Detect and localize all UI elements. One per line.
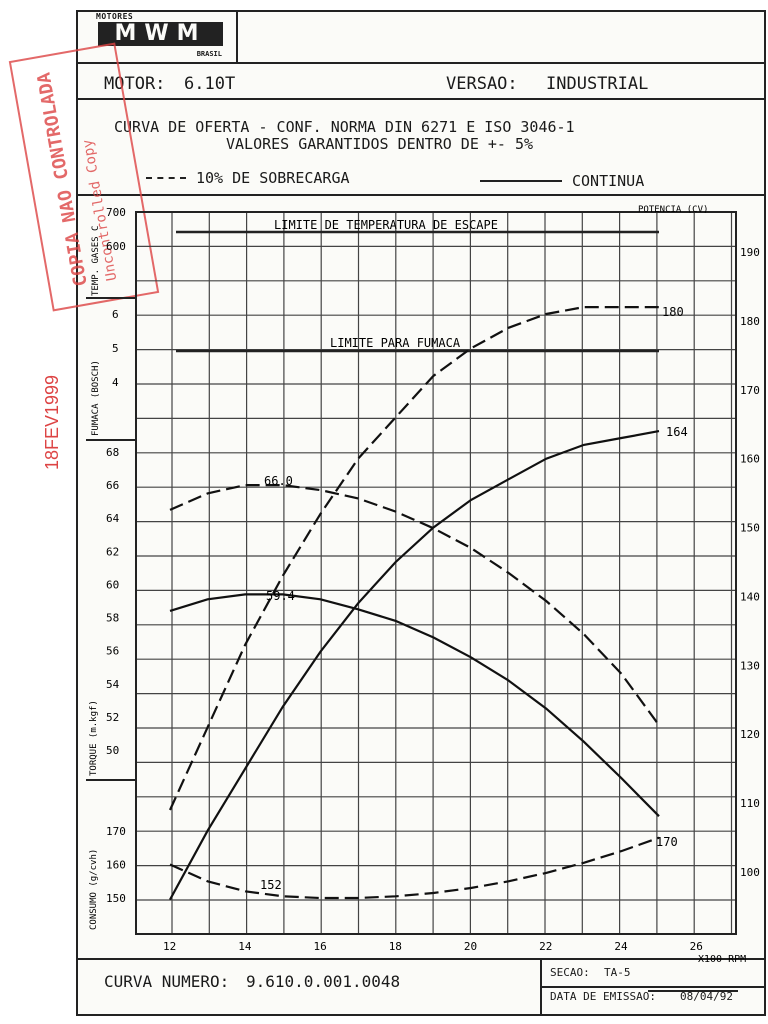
legend-solid-line — [480, 180, 562, 182]
torque-axis-label: TORQUE (m.kgf) — [89, 700, 99, 776]
power-axis-label: POTENCIA (CV) — [638, 205, 708, 215]
x-tick-label: 22 — [539, 940, 552, 953]
logo-divider — [236, 10, 238, 62]
power-tick-label: 100 — [740, 866, 760, 879]
power-tick-label: 190 — [740, 246, 760, 259]
logo-top-text: MOTORES — [96, 12, 134, 21]
torque-tick-label: 68 — [106, 446, 119, 459]
curve-number-label: CURVA NUMERO: — [104, 972, 230, 991]
smoke-limit-label: LIMITE PARA FUMACA — [330, 336, 461, 350]
legend-overload-label: 10% DE SOBRECARGA — [196, 169, 350, 187]
logo-country-text: BRASIL — [196, 50, 222, 58]
consumption-tick-label: 160 — [106, 859, 126, 872]
temperature-limit-label: LIMITE DE TEMPERATURA DE ESCAPE — [274, 218, 498, 232]
curve-number-value: 9.610.0.001.0048 — [246, 972, 401, 991]
spec-sheet — [76, 10, 766, 1016]
power-tick-label: 170 — [740, 384, 760, 397]
footer-right-divider — [540, 986, 766, 988]
x-tick-label: 24 — [614, 940, 628, 953]
smoke-axis-label: FUMACA (BOSCH) — [91, 360, 101, 436]
torque-tick-label: 64 — [106, 512, 120, 525]
plot-frame — [135, 211, 737, 935]
motor-value: 6.10T — [184, 74, 236, 94]
x-tick-label: 26 — [690, 940, 703, 953]
logo-brand-text: MWM — [98, 22, 223, 46]
temp-tick-label: 600 — [106, 240, 126, 253]
power-tick-label: 130 — [740, 659, 760, 672]
consumption-axis-label: CONSUMO (g/cvh) — [89, 849, 99, 930]
version-value: INDUSTRIAL — [546, 74, 649, 94]
motor-label: MOTOR: — [104, 74, 166, 94]
mwm-logo: MOTORES MWM BRASIL — [96, 12, 228, 60]
header-divider-3 — [76, 194, 766, 196]
x-tick-label: 14 — [238, 940, 252, 953]
x-axis-label: X100 RPM — [698, 954, 746, 965]
header-divider-1 — [76, 62, 766, 64]
torque-tick-label: 50 — [106, 744, 119, 757]
chart-title-line1: CURVA DE OFERTA - CONF. NORMA DIN 6271 E… — [114, 118, 575, 136]
legend-dashed-line — [146, 177, 186, 181]
power-tick-label: 150 — [740, 522, 760, 535]
torque-tick-label: 54 — [106, 678, 120, 691]
issue-date-label: DATA DE EMISSAO: — [550, 990, 656, 1003]
torque-tick-label: 60 — [106, 578, 119, 591]
series-line-power_cv-1 — [169, 430, 660, 901]
annotation-consumption-min: 152 — [260, 878, 282, 892]
torque-tick-label: 62 — [106, 545, 119, 558]
power-tick-label: 180 — [740, 315, 760, 328]
smoke-tick-label: 4 — [112, 376, 119, 389]
torque-tick-label: 52 — [106, 711, 119, 724]
footer-divider — [76, 958, 766, 960]
smoke-tick-label: 6 — [112, 308, 119, 321]
annotation-power-overload-max: 180 — [662, 305, 684, 319]
series-line-consumption_gcvh-4 — [169, 836, 660, 900]
x-tick-label: 16 — [313, 940, 326, 953]
legend-continuous-label: CONTINUA — [572, 172, 645, 190]
x-tick-label: 18 — [389, 940, 402, 953]
series-line-torque_mkgf-2 — [169, 484, 660, 726]
power-tick-label: 160 — [740, 453, 760, 466]
torque-tick-label: 56 — [106, 645, 119, 658]
power-tick-label: 120 — [740, 728, 760, 741]
annotation-consumption-end: 170 — [656, 835, 678, 849]
consumption-tick-label: 150 — [106, 892, 126, 905]
torque-tick-label: 66 — [106, 479, 119, 492]
torque-tick-label: 58 — [106, 612, 119, 625]
section-label: SECAO: — [550, 966, 590, 979]
temp-tick-label: 700 — [106, 206, 126, 219]
version-label: VERSAO: — [446, 74, 518, 94]
header-divider-2 — [76, 98, 766, 100]
issue-date-value: 08/04/92 — [680, 990, 733, 1003]
series-line-torque_mkgf-3 — [169, 593, 660, 817]
x-tick-label: 20 — [464, 940, 477, 953]
power-tick-label: 110 — [740, 797, 760, 810]
annotation-torque-overload-max: 66.0 — [264, 474, 293, 488]
chart-title-line2: VALORES GARANTIDOS DENTRO DE +- 5% — [226, 135, 534, 153]
series-line-power_cv-0 — [168, 306, 659, 811]
annotation-torque-continuous-max: 59.4 — [266, 589, 295, 603]
consumption-tick-label: 170 — [106, 825, 126, 838]
temp-axis-label: TEMP. GASES C — [91, 226, 101, 296]
power-tick-label: 140 — [740, 590, 760, 603]
signature — [648, 968, 738, 992]
smoke-tick-label: 5 — [112, 342, 119, 355]
annotation-power-continuous-max: 164 — [666, 425, 688, 439]
section-value: TA-5 — [604, 966, 631, 979]
x-tick-label: 12 — [163, 940, 176, 953]
